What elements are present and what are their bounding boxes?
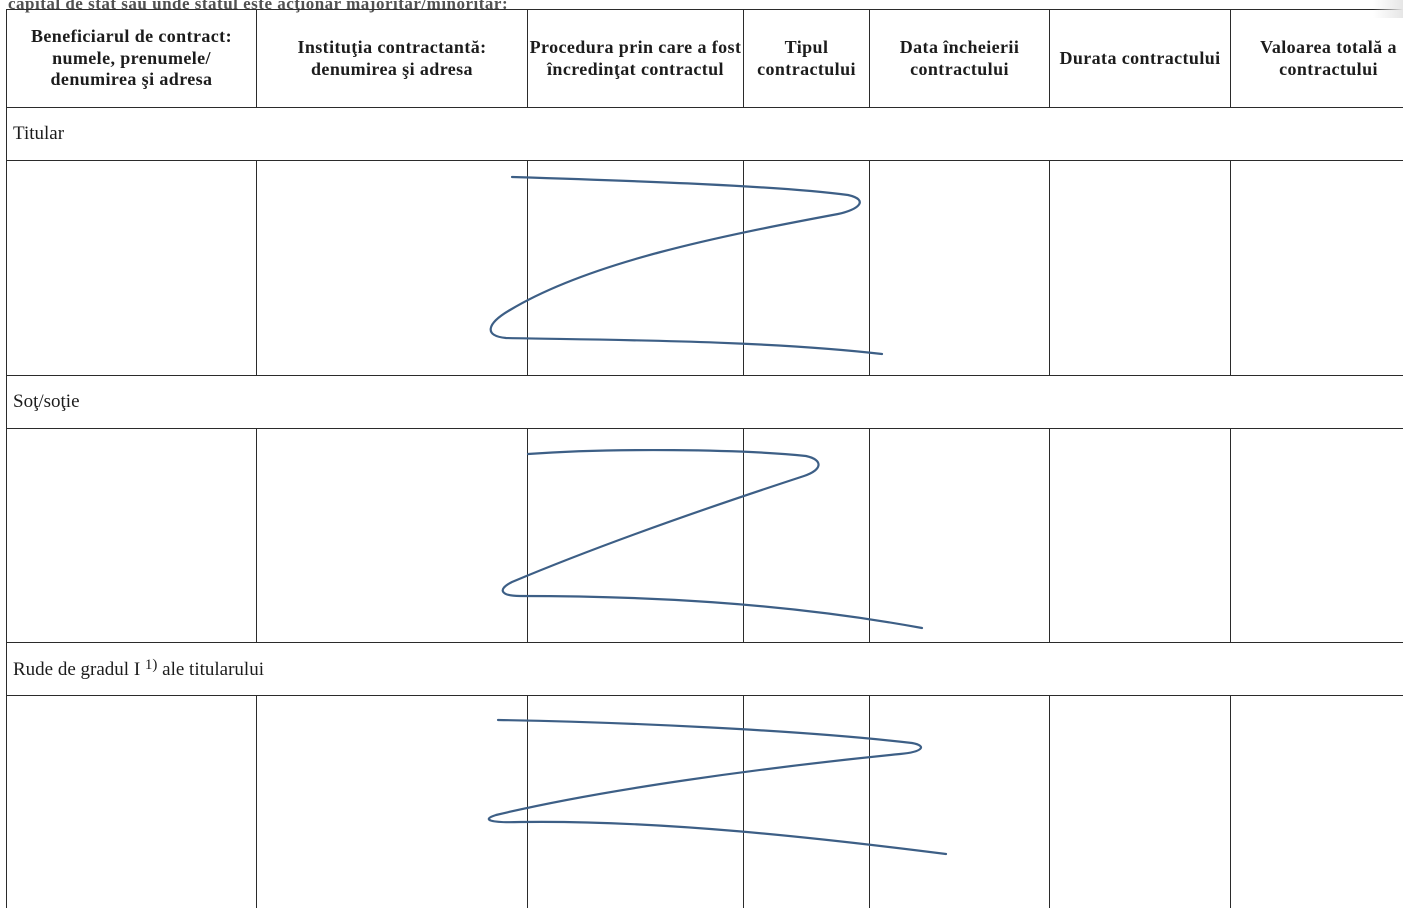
- table-cell: [743, 695, 870, 908]
- table-cell: [527, 428, 744, 643]
- header-procedure: Procedura prin care a fost încredinţat c…: [527, 9, 744, 108]
- table-cell: [6, 695, 257, 908]
- table-cell: [743, 160, 870, 376]
- section-label: Rude de gradul I 1) ale titularului: [6, 642, 1403, 696]
- header-contract-value: Valoarea totală a contractului: [1230, 9, 1403, 108]
- table-cell: [1230, 695, 1403, 908]
- section-label: Titular: [6, 107, 1403, 161]
- table-cell: [256, 428, 528, 643]
- header-contract-duration: Durata contractului: [1049, 9, 1231, 108]
- table-header-row: Beneficiarul de contract: numele, prenum…: [6, 9, 1403, 108]
- header-contract-type: Tipul contractului: [743, 9, 870, 108]
- table-cell: [527, 695, 744, 908]
- table-cell: [743, 428, 870, 643]
- footnote-marker: 1): [144, 657, 158, 673]
- page-edge-shadow: [1373, 0, 1403, 18]
- table-cell: [1049, 160, 1231, 376]
- table-cell: [869, 160, 1050, 376]
- table-row: [6, 160, 1403, 376]
- table-row: [6, 428, 1403, 643]
- table-cell: [869, 695, 1050, 908]
- section-row-relatives: Rude de gradul I 1) ale titularului: [6, 642, 1403, 696]
- table-cell: [256, 695, 528, 908]
- table-cell: [1230, 160, 1403, 376]
- section-label: Soţ/soţie: [6, 375, 1403, 429]
- contracts-table: Beneficiarul de contract: numele, prenum…: [6, 9, 1403, 908]
- table-cell: [1049, 695, 1231, 908]
- table-cell: [6, 160, 257, 376]
- table-cell: [6, 428, 257, 643]
- table-cell: [256, 160, 528, 376]
- table-row: [6, 695, 1403, 908]
- header-contract-date: Data încheierii contractului: [869, 9, 1050, 108]
- header-beneficiary: Beneficiarul de contract: numele, prenum…: [6, 9, 257, 108]
- table-cell: [1049, 428, 1231, 643]
- table-cell: [869, 428, 1050, 643]
- header-institution: Instituţia contractantă: denumirea şi ad…: [256, 9, 528, 108]
- section-row-spouse: Soţ/soţie: [6, 375, 1403, 429]
- section-row-titular: Titular: [6, 107, 1403, 161]
- table-cell: [527, 160, 744, 376]
- table-cell: [1230, 428, 1403, 643]
